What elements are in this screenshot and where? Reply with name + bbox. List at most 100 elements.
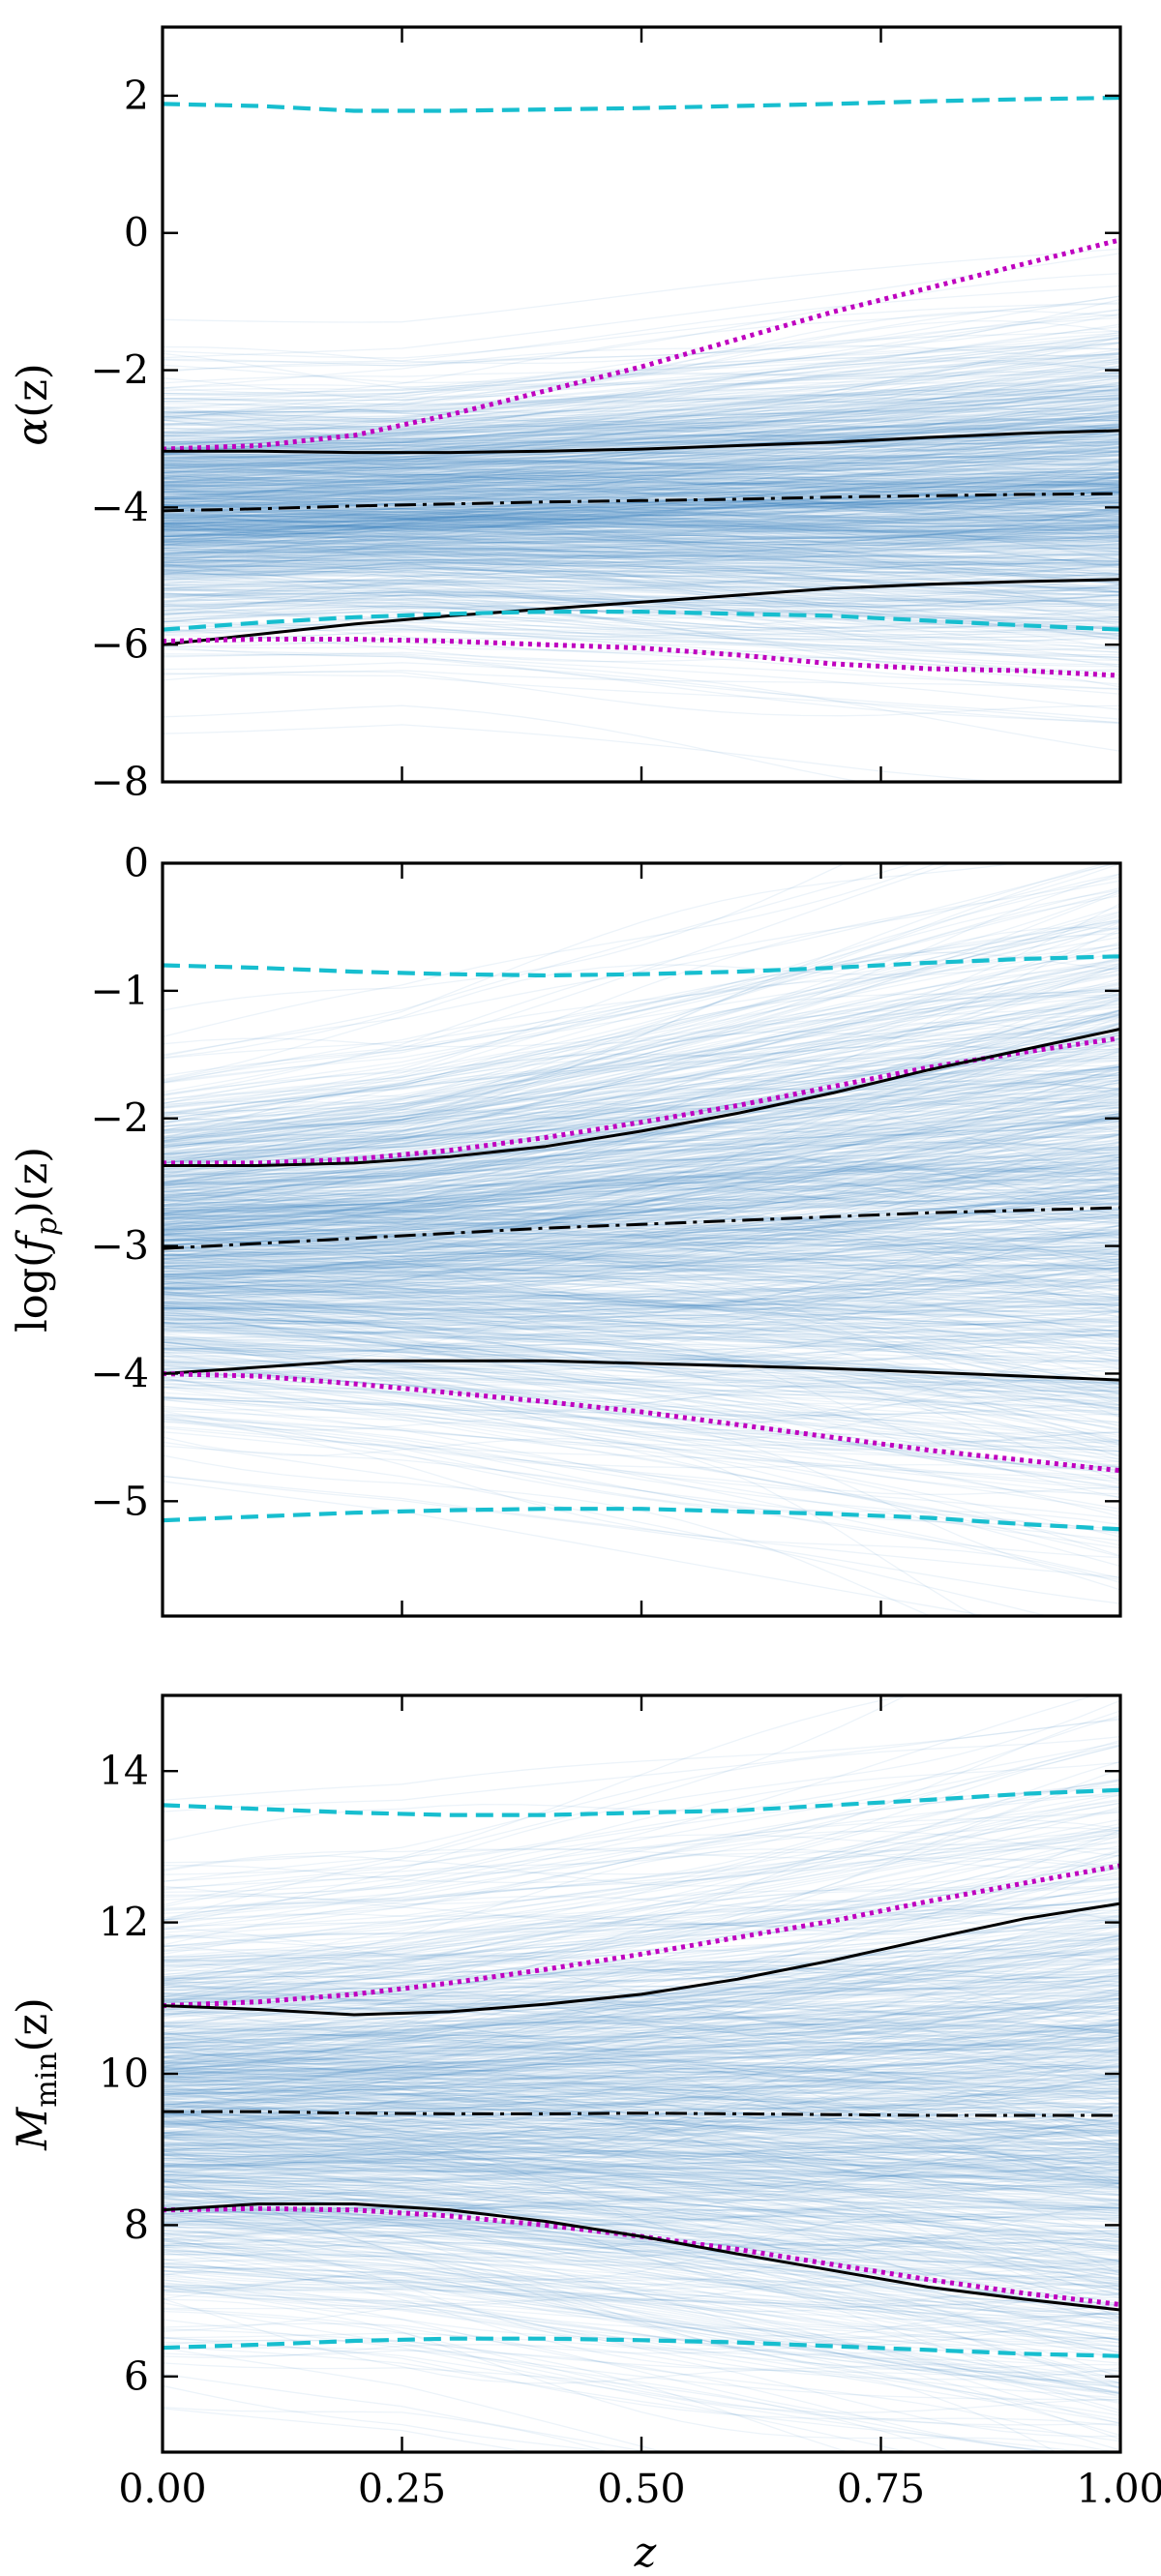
draw-line (163, 1330, 1120, 1429)
draw-line (163, 1243, 1120, 1294)
draw-line (163, 1165, 1120, 1237)
draw-line (163, 416, 1120, 445)
draw-line (163, 1912, 1120, 1974)
draw-line (163, 1263, 1120, 1332)
draw-line (163, 2130, 1120, 2145)
draw-line (163, 481, 1120, 517)
draw-line (163, 1942, 1120, 2016)
draw-line (163, 461, 1120, 507)
draw-line (163, 1294, 1120, 1317)
draw-line (163, 523, 1120, 537)
draw-line (163, 2074, 1120, 2122)
draw-line (163, 1318, 1120, 1336)
draw-line (163, 481, 1120, 546)
draw-line (163, 431, 1120, 476)
draw-line (163, 1899, 1120, 1975)
draw-line (163, 424, 1120, 481)
draw-line (163, 1018, 1120, 1131)
draw-line (163, 1959, 1120, 2045)
draw-line (163, 1983, 1120, 2082)
draw-line (163, 1280, 1120, 1317)
draw-line (163, 1278, 1120, 1321)
draw-line (163, 1213, 1120, 1234)
draw-line (163, 1030, 1120, 1146)
draw-line (163, 357, 1120, 439)
draw-line (163, 551, 1120, 564)
draw-line (163, 1286, 1120, 1311)
draw-line (163, 1318, 1120, 1399)
draw-line (163, 1303, 1120, 1325)
draw-line (163, 452, 1120, 483)
draw-line (163, 1376, 1120, 1557)
draw-line (163, 1475, 1120, 1604)
series-lower-inner (163, 578, 1120, 646)
draw-line (163, 2028, 1120, 2066)
draw-line (163, 2289, 1120, 2396)
draw-line (163, 1165, 1120, 1210)
draw-line (163, 926, 1120, 1110)
draw-line (163, 1903, 1120, 1962)
draw-line (163, 2186, 1120, 2254)
x-tick-label: 0.00 (118, 2466, 206, 2512)
draw-line (163, 921, 1120, 1081)
draw-line (163, 2036, 1120, 2057)
draw-line (163, 571, 1120, 631)
series-upper-inner (163, 1027, 1120, 1167)
draw-line (163, 531, 1120, 549)
draw-line (163, 571, 1120, 606)
draw-line (163, 489, 1120, 501)
draw-line (163, 514, 1120, 545)
draw-line (163, 460, 1120, 488)
draw-line (163, 1992, 1120, 2011)
draw-line (163, 957, 1120, 1160)
draw-line (163, 2099, 1120, 2170)
draw-line (163, 1316, 1120, 1346)
draw-line (163, 382, 1120, 454)
draw-line (163, 505, 1120, 530)
draw-line (163, 1865, 1120, 1998)
draw-line (163, 1195, 1120, 1238)
draw-line (163, 2132, 1120, 2151)
draw-line (163, 359, 1120, 431)
draw-line (163, 513, 1120, 538)
draw-line (163, 1214, 1120, 1280)
draw-line (163, 1954, 1120, 2051)
draw-line (163, 1151, 1120, 1290)
draw-line (163, 1302, 1120, 1334)
draw-line (163, 2164, 1120, 2262)
draw-line (163, 526, 1120, 567)
draw-line (163, 1198, 1120, 1266)
draw-line (163, 1367, 1120, 1406)
draw-line (163, 2196, 1120, 2302)
draw-line (163, 2041, 1120, 2081)
draw-line (163, 1065, 1120, 1188)
draw-line (163, 982, 1120, 1148)
draw-line (163, 1278, 1120, 1325)
draw-line (163, 1107, 1120, 1177)
draw-line (163, 1080, 1120, 1178)
draw-line (163, 514, 1120, 524)
draw-line (163, 2114, 1120, 2124)
draw-line (163, 2204, 1120, 2358)
draw-line (163, 434, 1120, 494)
draw-line (163, 2049, 1120, 2092)
draw-line (163, 1216, 1120, 1274)
draw-line (163, 1079, 1120, 1167)
draw-line (163, 2034, 1120, 2052)
draw-line (163, 2097, 1120, 2112)
draw-line (163, 2027, 1120, 2084)
draw-line (163, 434, 1120, 461)
draw-line (163, 2142, 1120, 2186)
draw-line (163, 1235, 1120, 1311)
draw-line (163, 2098, 1120, 2117)
draw-line (163, 501, 1120, 527)
draw-line (163, 2007, 1120, 2071)
draw-line (163, 646, 1120, 752)
draw-line (163, 2123, 1120, 2168)
draw-line (163, 1243, 1120, 1261)
draw-line (163, 1206, 1120, 1262)
draw-line (163, 2092, 1120, 2122)
draw-line (163, 484, 1120, 509)
draw-line (163, 1987, 1120, 2052)
draw-line (163, 587, 1120, 614)
